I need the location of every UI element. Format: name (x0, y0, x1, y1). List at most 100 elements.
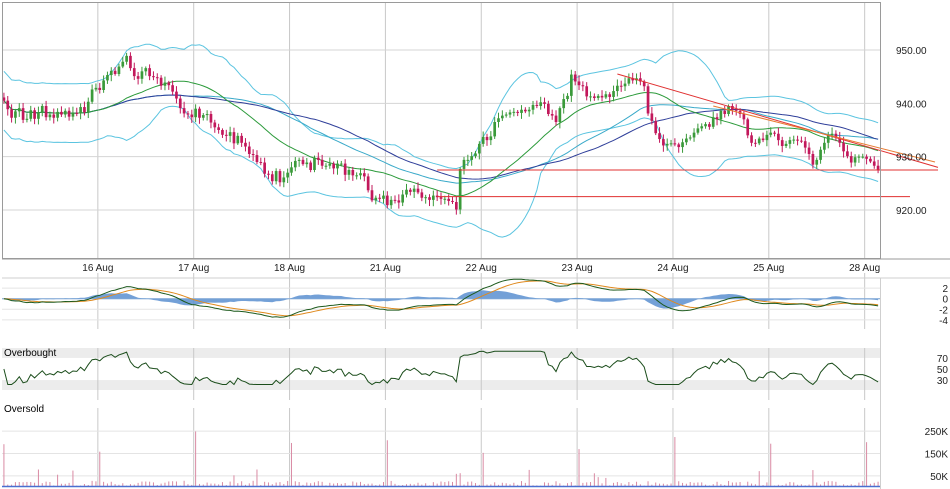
candle-body (163, 82, 167, 86)
candle-body (819, 149, 822, 160)
candle-body (765, 134, 769, 141)
candle-body (374, 197, 378, 201)
candle-body (178, 98, 182, 109)
candle-body (17, 108, 21, 112)
candle-body (642, 81, 646, 87)
candle-body (221, 130, 224, 135)
candle-body (270, 174, 274, 182)
candle-body (362, 173, 366, 177)
candle-body (497, 118, 500, 122)
bollinger-bands (3, 43, 879, 238)
macd-tick-label: 2 (942, 284, 948, 295)
candle-body (405, 189, 408, 195)
candle-body (784, 143, 788, 146)
candle-body (807, 147, 811, 154)
macd-tick-label: -2 (939, 305, 948, 316)
candle-body (251, 154, 255, 156)
candle-body (777, 133, 780, 141)
volume-tick-label: 50K (930, 472, 948, 483)
candle-body (677, 144, 681, 148)
candle-body (339, 163, 343, 165)
candle-body (773, 132, 776, 134)
candle-body (692, 132, 696, 138)
candle-body (244, 142, 247, 147)
candle-body (558, 108, 562, 122)
candle-body (343, 163, 347, 175)
candle-body (485, 136, 489, 141)
candle-body (857, 156, 861, 158)
candle-body (750, 135, 753, 143)
candle-body (167, 82, 171, 86)
candle-body (869, 158, 872, 162)
candle-body (861, 156, 865, 158)
macd-panel (2, 278, 880, 318)
candle-body (470, 156, 474, 160)
date-tick-label: 25 Aug (753, 263, 784, 274)
candle-body (535, 104, 539, 106)
candle-body (83, 107, 86, 113)
candle-body (826, 135, 830, 143)
bollinger-lower (3, 105, 879, 238)
candle-body (125, 55, 128, 62)
candle-body (190, 114, 194, 118)
candle-body (746, 119, 750, 136)
candle-body (612, 91, 615, 97)
candle-body (228, 132, 232, 136)
macd-line (3, 278, 879, 318)
candle-body (382, 195, 385, 199)
candle-body (182, 108, 186, 114)
candle-body (600, 95, 604, 98)
candle-body (209, 114, 213, 123)
candle-body (63, 110, 67, 115)
candle-body (685, 138, 688, 143)
candle-body (581, 85, 585, 87)
overbought-label: Overbought (4, 348, 57, 359)
candle-body (324, 165, 328, 167)
candle-body (67, 110, 71, 117)
candle-body (378, 197, 381, 199)
candle-body (267, 173, 270, 175)
candle-body (481, 136, 485, 144)
candle-body (94, 87, 98, 90)
candle-body (152, 76, 155, 78)
candle-body (25, 118, 29, 120)
candle-body (527, 109, 531, 112)
candle-body (29, 110, 33, 119)
candle-body (290, 167, 293, 173)
candle-body (347, 170, 351, 175)
volume-tick-label: 250K (925, 427, 949, 438)
candle-body (286, 172, 289, 178)
candle-body (688, 137, 692, 139)
candle-body (704, 124, 707, 127)
candle-body (623, 83, 627, 87)
candle-body (90, 89, 94, 102)
candle-body (240, 135, 243, 143)
candle-body (658, 133, 661, 140)
candle-body (52, 114, 56, 118)
candle-body (75, 112, 79, 114)
candle-body (232, 132, 236, 144)
candle-body (800, 140, 803, 142)
candle-body (313, 157, 316, 170)
candle-body (439, 197, 443, 199)
candle-body (351, 170, 355, 176)
candle-body (278, 171, 282, 183)
candle-body (40, 106, 44, 113)
candle-body (117, 66, 121, 74)
candle-body (573, 74, 577, 82)
rsi-panel (3, 350, 879, 386)
descending-trendline (617, 73, 939, 168)
candle-body (33, 110, 36, 119)
volume-panel (2, 431, 880, 488)
date-tick-label: 24 Aug (657, 263, 688, 274)
rsi-line (3, 350, 879, 386)
candle-body (420, 192, 424, 198)
candle-body (673, 143, 677, 145)
candle-body (596, 95, 600, 98)
candle-body (144, 68, 148, 72)
candle-body (608, 94, 612, 97)
rsi-tick-label: 70 (937, 354, 949, 365)
volume-tick-label: 150K (925, 450, 949, 461)
grid-lines (2, 2, 880, 487)
